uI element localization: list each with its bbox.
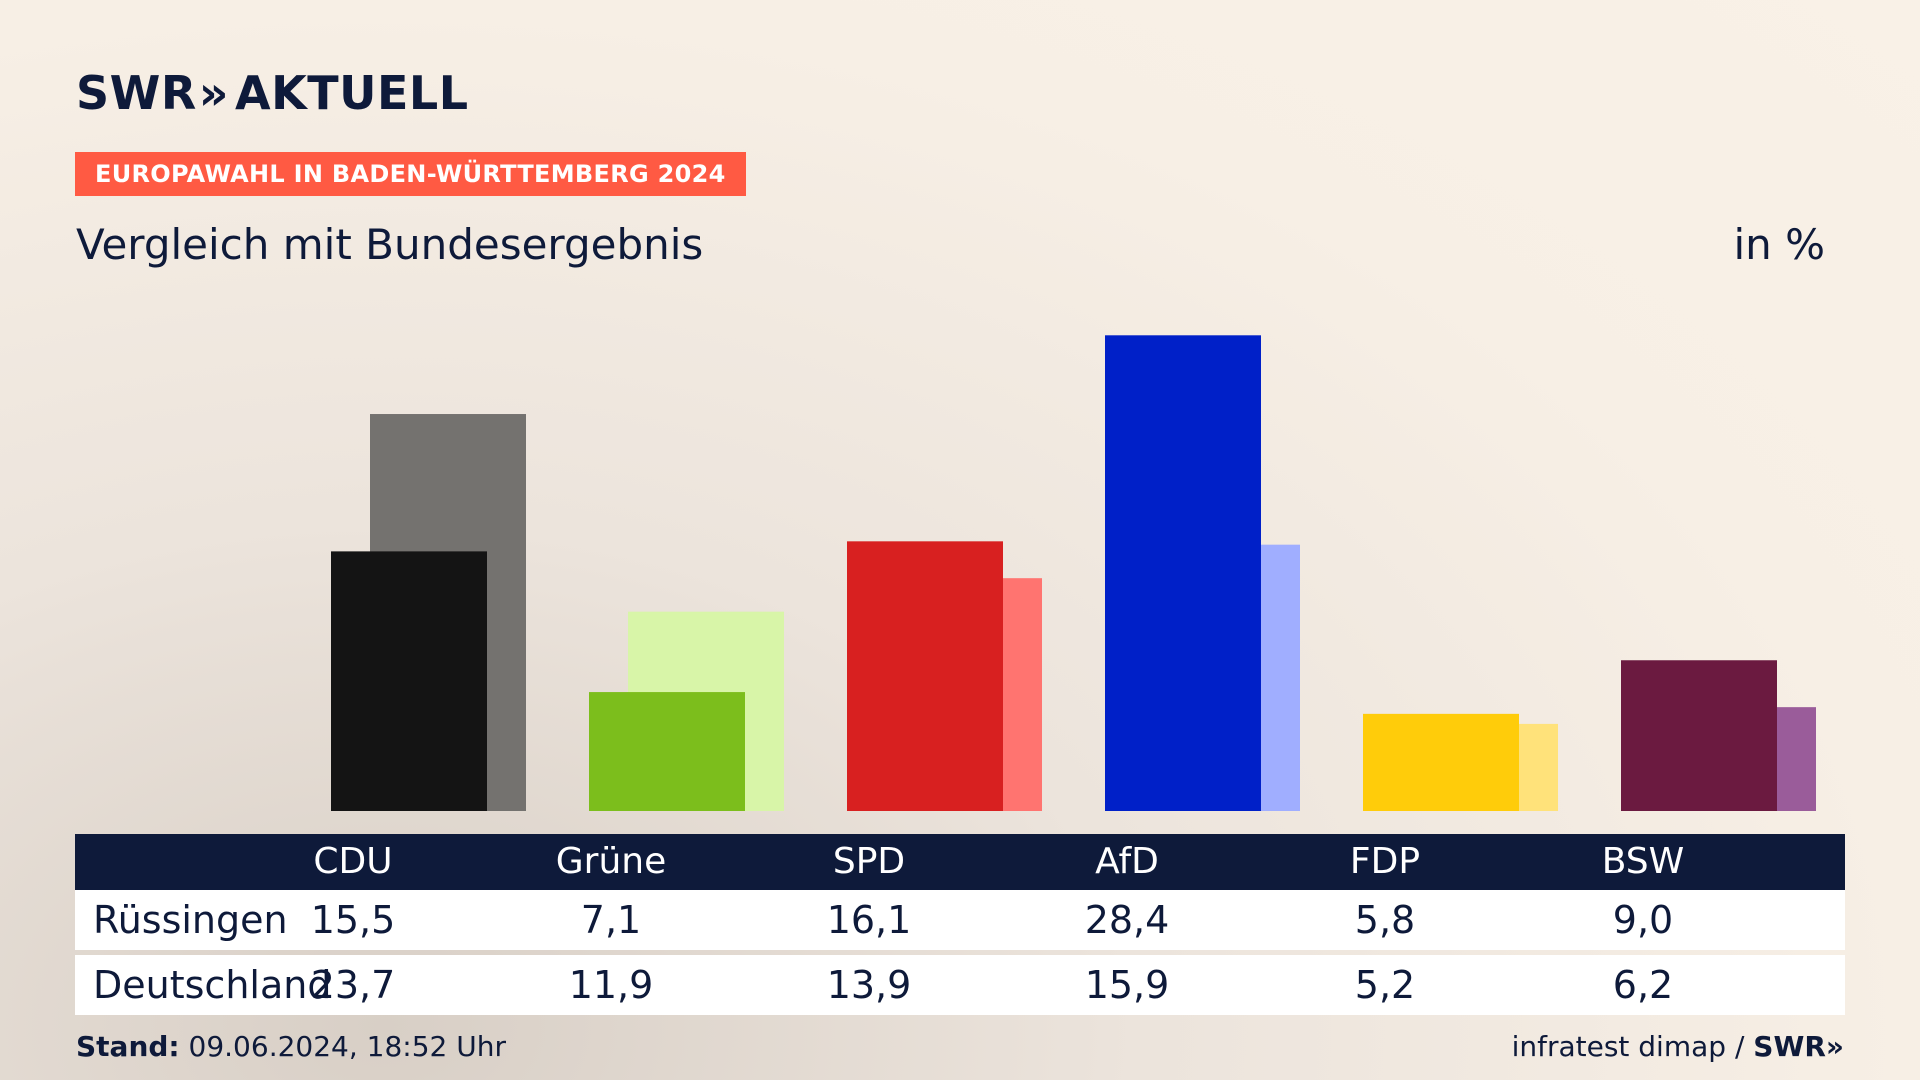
value-national-bsw: 6,2 (1612, 963, 1674, 1007)
stand-value: 09.06.2024, 18:52 Uhr (188, 1030, 506, 1063)
bar-chart (331, 335, 1816, 811)
party-header-grüne: Grüne (555, 841, 667, 882)
value-local-bsw: 9,0 (1612, 898, 1674, 942)
unit-label: in % (1733, 220, 1825, 269)
swr-logo: SWR» (1753, 1030, 1844, 1063)
stand-label: Stand: (76, 1030, 180, 1063)
party-header-cdu: CDU (313, 841, 393, 882)
source-name: infratest dimap (1511, 1030, 1727, 1063)
brand-name: SWR (76, 66, 197, 120)
value-national-grüne: 11,9 (568, 963, 654, 1007)
party-header-bsw: BSW (1601, 841, 1685, 882)
bar-local-fdp (1363, 713, 1519, 811)
bar-local-bsw (1621, 660, 1777, 811)
bar-local-afd (1105, 335, 1261, 811)
value-national-spd: 13,9 (826, 963, 912, 1007)
value-national-fdp: 5,2 (1354, 963, 1416, 1007)
bar-local-spd (847, 541, 1003, 811)
table-row-national: Deutschland 23,7 11,9 13,9 15,9 5,2 6,2 (75, 955, 1845, 1015)
brand-product: AKTUELL (235, 66, 469, 120)
party-header-spd: SPD (832, 841, 906, 882)
chart-subtitle: Vergleich mit Bundesergebnis (76, 220, 704, 269)
timestamp: Stand: 09.06.2024, 18:52 Uhr (76, 1030, 506, 1063)
table-header: CDU Grüne SPD AfD FDP BSW (75, 834, 1845, 890)
party-header-fdp: FDP (1349, 841, 1421, 882)
row-label-local: Rüssingen (93, 898, 288, 942)
value-local-cdu: 15,5 (310, 898, 396, 942)
value-local-spd: 16,1 (826, 898, 912, 942)
value-local-fdp: 5,8 (1354, 898, 1416, 942)
row-label-national: Deutschland (93, 963, 332, 1007)
brand-logo: SWR» AKTUELL (76, 66, 469, 120)
value-national-cdu: 23,7 (310, 963, 396, 1007)
source-credit: infratest dimap / SWR» (1512, 1030, 1844, 1063)
value-local-afd: 28,4 (1084, 898, 1170, 942)
election-tag: EUROPAWAHL IN BADEN-WÜRTTEMBERG 2024 (75, 152, 746, 196)
table-row-local: Rüssingen 15,5 7,1 16,1 28,4 5,8 9,0 (75, 890, 1845, 950)
value-local-grüne: 7,1 (580, 898, 642, 942)
party-header-afd: AfD (1095, 841, 1159, 882)
source-separator: / (1734, 1030, 1745, 1063)
bar-local-grüne (589, 692, 745, 811)
value-national-afd: 15,9 (1084, 963, 1170, 1007)
brand-chevron-icon: » (198, 66, 230, 120)
bar-local-cdu (331, 551, 487, 811)
